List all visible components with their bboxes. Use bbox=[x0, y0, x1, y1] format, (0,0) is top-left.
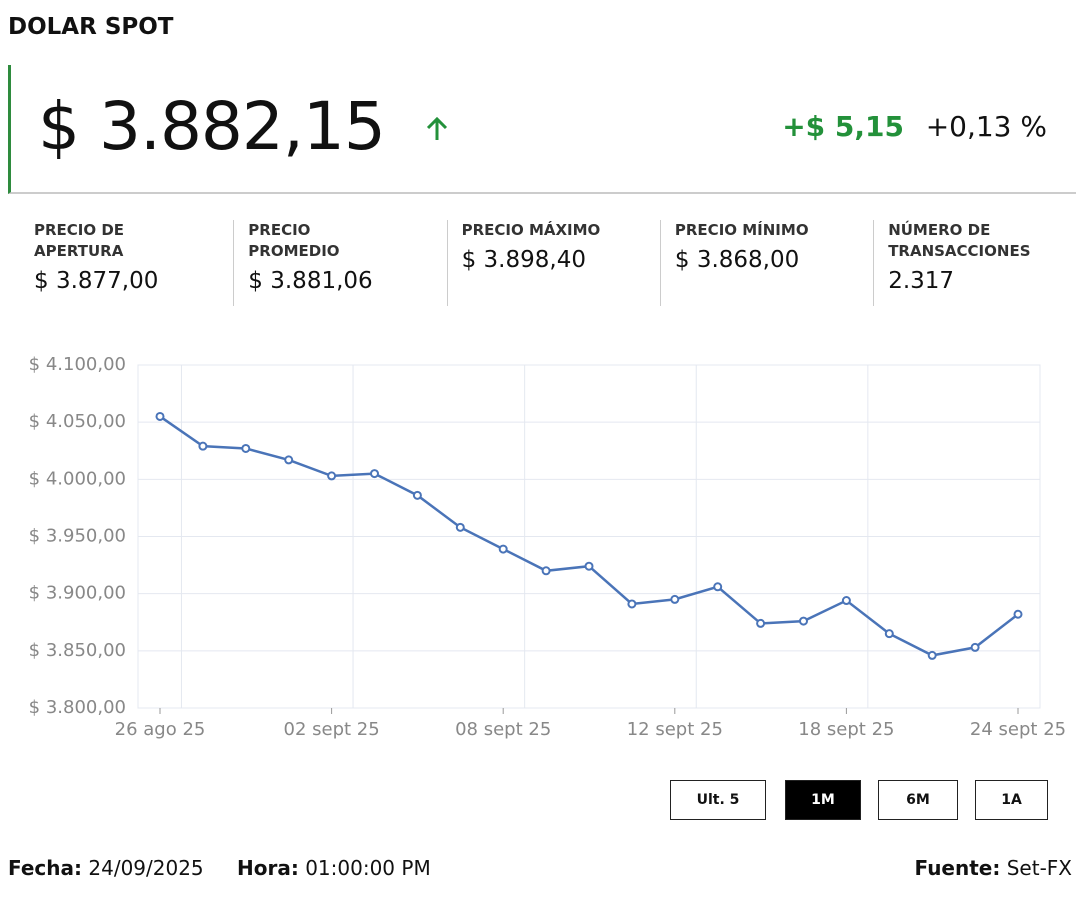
y-tick-label: $ 3.950,00 bbox=[29, 526, 126, 547]
stat-label: PRECIO DE APERTURA bbox=[34, 221, 125, 260]
stat: PRECIO MÁXIMO $ 3.898,40 bbox=[446, 220, 652, 306]
range-button[interactable]: 1M bbox=[785, 780, 861, 820]
stat: PRECIO PROMEDIO $ 3.881,06 bbox=[233, 220, 438, 306]
time-label: Hora: bbox=[237, 856, 299, 880]
source: Fuente: Set-FX bbox=[915, 856, 1072, 880]
title: DOLAR SPOT bbox=[8, 14, 174, 40]
time-value: 01:00:00 PM bbox=[305, 856, 431, 880]
point bbox=[627, 599, 637, 609]
point bbox=[970, 642, 980, 652]
point bbox=[498, 544, 508, 554]
stat-value: $ 3.877,00 bbox=[34, 268, 159, 294]
stat-value: $ 3.868,00 bbox=[674, 247, 800, 273]
point bbox=[841, 596, 851, 606]
time: Hora: 01:00:00 PM bbox=[237, 856, 431, 880]
point bbox=[370, 469, 379, 479]
stat-value: $ 3.881,06 bbox=[248, 268, 373, 294]
change: +$ 5,15 bbox=[782, 110, 904, 143]
point bbox=[284, 455, 294, 465]
point bbox=[927, 650, 937, 660]
change-pct: +0,13 % bbox=[925, 110, 1047, 143]
point bbox=[455, 522, 465, 532]
point bbox=[713, 582, 723, 592]
stat-value: $ 3.898,40 bbox=[461, 247, 586, 273]
y-tick-label: $ 3.900,00 bbox=[29, 583, 126, 604]
source-value: Set-FX bbox=[1006, 856, 1072, 880]
date-value: 24/09/2025 bbox=[88, 856, 204, 880]
point bbox=[198, 441, 208, 451]
stat-label: NÚMERO DE TRANSACCIONES bbox=[888, 221, 1031, 260]
x-tick-label: 18 sept 25 bbox=[798, 719, 894, 740]
source-label: Fuente: bbox=[914, 856, 1001, 880]
range-button[interactable]: 1A bbox=[975, 780, 1048, 820]
up-arrow bbox=[426, 116, 448, 140]
point bbox=[155, 411, 165, 421]
price: $ 3.882,15 bbox=[38, 88, 386, 165]
y-tick-label: $ 4.100,00 bbox=[29, 354, 126, 375]
stat: PRECIO MÍNIMO $ 3.868,00 bbox=[659, 220, 865, 306]
stat-label: PRECIO MÁXIMO bbox=[461, 221, 601, 239]
x-tick-label: 12 sept 25 bbox=[627, 719, 723, 740]
point bbox=[884, 629, 894, 639]
chart: $ 3.800,00 $ 3.850,00 $ 3.900,00 $ 3.950,00… bbox=[29, 354, 1066, 740]
x-tick-label: 24 sept 25 bbox=[970, 719, 1066, 740]
range-button[interactable]: 6M bbox=[878, 780, 958, 820]
range-button[interactable]: Ult. 5 bbox=[670, 780, 766, 820]
line bbox=[159, 415, 1019, 657]
point bbox=[1013, 609, 1023, 619]
point bbox=[799, 616, 808, 626]
date: Fecha: 24/09/2025 bbox=[8, 856, 204, 880]
stat: NÚMERO DE TRANSACCIONES 2.317 bbox=[873, 220, 1078, 306]
y-tick-label: $ 3.800,00 bbox=[29, 697, 126, 718]
price-box bbox=[8, 65, 1076, 194]
stat-label: PRECIO PROMEDIO bbox=[248, 221, 340, 260]
date-label: Fecha: bbox=[8, 856, 83, 880]
y-tick-label: $ 3.850,00 bbox=[29, 640, 126, 661]
point bbox=[412, 490, 422, 500]
point bbox=[584, 561, 594, 571]
y-tick-label: $ 4.000,00 bbox=[29, 468, 126, 489]
x-tick-label: 02 sept 25 bbox=[284, 719, 380, 740]
stat-value: 2.317 bbox=[888, 268, 955, 294]
x-tick-label: 26 ago 25 bbox=[115, 719, 206, 740]
y-tick-label: $ 4.050,00 bbox=[29, 411, 126, 432]
stat-label: PRECIO MÍNIMO bbox=[674, 221, 809, 239]
point bbox=[327, 471, 337, 481]
point bbox=[756, 618, 766, 628]
x-tick-label: 08 sept 25 bbox=[455, 719, 551, 740]
point bbox=[670, 594, 680, 604]
stat: PRECIO DE APERTURA $ 3.877,00 bbox=[20, 220, 224, 306]
point bbox=[241, 443, 251, 453]
point bbox=[541, 566, 551, 576]
